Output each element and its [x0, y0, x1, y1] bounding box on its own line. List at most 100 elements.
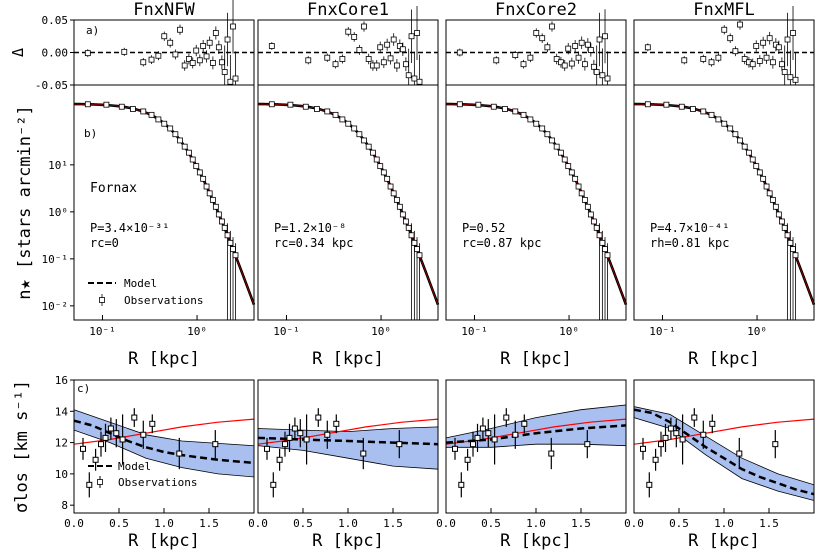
dispersion-xtick-label: 0.5 [669, 517, 689, 530]
residual-marker [181, 62, 188, 69]
residual-marker [200, 43, 207, 49]
profile-marker [549, 137, 555, 144]
profile-marker [314, 106, 320, 112]
profile-xtick-label: 10⁻¹ [89, 325, 116, 338]
profile-marker [572, 175, 579, 182]
profile-marker [387, 183, 394, 190]
residual-marker [408, 33, 415, 40]
dispersion-xtick-label: 0.5 [293, 517, 313, 530]
residual-marker [644, 44, 651, 51]
dispersion-xtick-label: 1.0 [338, 517, 358, 530]
profile-marker [581, 196, 588, 203]
residual-marker [737, 21, 743, 28]
dispersion-marker [679, 436, 686, 443]
residual-marker [681, 57, 688, 64]
profile-marker [490, 103, 497, 110]
residual-marker [215, 44, 222, 51]
residual-marker [332, 61, 339, 68]
residual-marker [411, 75, 418, 82]
residual-marker [230, 23, 236, 30]
residual-marker [790, 30, 796, 36]
residual-marker [578, 39, 585, 46]
residual-marker [456, 49, 463, 56]
residual-marker [206, 39, 213, 46]
profile-marker [408, 232, 415, 239]
residual-marker [384, 41, 391, 48]
profile-xtick-label: 10⁻¹ [273, 325, 300, 338]
profile-marker [690, 106, 696, 112]
dispersion-marker [282, 441, 288, 448]
profile-marker [370, 149, 376, 156]
residual-marker [161, 33, 168, 40]
profile-marker [356, 131, 363, 138]
residual-marker [581, 61, 588, 68]
profile-marker [727, 125, 734, 132]
profile-marker [203, 183, 210, 190]
residual-marker [572, 43, 579, 49]
profile-marker [708, 111, 715, 118]
dispersion-ytick-label: 16 [55, 374, 68, 387]
profile-ytick-label: 10⁻² [42, 300, 69, 313]
dispersion-marker [286, 434, 293, 441]
residual-marker [778, 61, 785, 68]
residual-marker [402, 61, 409, 68]
profile-panel-frame [445, 84, 627, 321]
profile-marker [539, 125, 546, 132]
residual-marker [121, 48, 128, 55]
profile-xlabel: R [kpc] [500, 349, 572, 369]
profile-marker [578, 190, 585, 197]
profile-marker [787, 239, 794, 246]
dispersion-marker [315, 414, 322, 421]
dispersion-xtick-label: 0.0 [624, 517, 644, 530]
residual-marker [544, 44, 551, 51]
profile-marker [763, 183, 770, 190]
profile-marker [227, 239, 234, 246]
profile-marker [390, 190, 397, 197]
dispersion-marker [485, 430, 492, 437]
residual-marker [218, 59, 225, 66]
profile-marker [399, 211, 406, 218]
profile-marker [784, 232, 791, 239]
profile-marker [224, 232, 231, 239]
profile-xtick-label: 10⁻¹ [649, 325, 676, 338]
reference-profile-curve [73, 103, 255, 305]
residual-marker [539, 35, 546, 42]
residual-marker [268, 43, 275, 49]
profile-marker [558, 149, 564, 156]
profile-marker [230, 246, 236, 253]
residual-marker [203, 53, 210, 60]
residual-marker [186, 56, 192, 62]
legend-observation-marker [97, 479, 103, 485]
residual-marker [356, 47, 363, 53]
profile-marker [206, 190, 213, 197]
residual-marker [351, 34, 358, 40]
probability-label: P=3.4×10⁻³¹ [90, 221, 169, 235]
dispersion-marker [360, 450, 367, 457]
residual-marker [553, 56, 560, 62]
profile-marker [475, 101, 482, 108]
profile-marker [155, 116, 162, 123]
core-radius-label: rh=0.81 kpc [650, 236, 729, 250]
residual-marker [224, 36, 231, 43]
profile-marker [715, 116, 722, 123]
residual-marker [587, 47, 594, 53]
profile-marker [167, 125, 174, 132]
profile-marker [193, 163, 200, 170]
profile-marker [502, 106, 508, 112]
dispersion-marker [521, 420, 528, 427]
probability-label: P=1.2×10⁻⁸ [274, 221, 346, 235]
dispersion-xtick-label: 1.0 [714, 517, 734, 530]
residual-ylabel: Δ [9, 48, 27, 57]
profile-marker [512, 108, 519, 115]
profile-marker [351, 125, 358, 132]
profile-marker [590, 218, 597, 225]
dispersion-marker [86, 481, 93, 488]
residual-marker [561, 62, 568, 69]
residual-marker [396, 43, 403, 49]
model-dispersion-curve [73, 419, 255, 465]
residual-marker [399, 46, 406, 53]
profile-xlabel: R [kpc] [128, 349, 200, 369]
dispersion-marker [470, 441, 476, 448]
profile-marker [181, 143, 188, 150]
profile-marker [749, 156, 756, 163]
